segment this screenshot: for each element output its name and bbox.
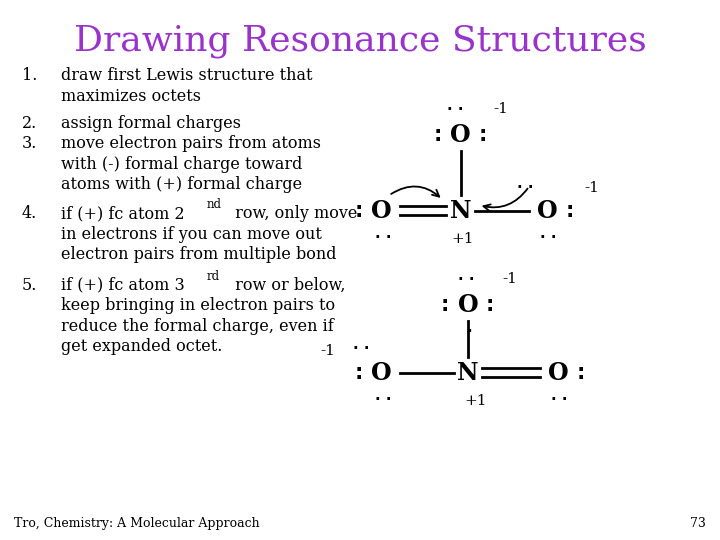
Text: if (+) fc atom 3: if (+) fc atom 3 [61, 277, 185, 294]
Text: · ·: · · [447, 102, 463, 117]
Text: ·: · [467, 323, 472, 339]
Text: with (-) formal charge toward: with (-) formal charge toward [61, 156, 302, 173]
Text: · ·: · · [354, 341, 369, 356]
Text: :: : [354, 200, 363, 221]
Text: -1: -1 [320, 344, 335, 358]
Text: electron pairs from multiple bond: electron pairs from multiple bond [61, 246, 337, 263]
Text: :: : [577, 362, 585, 383]
Text: assign formal charges: assign formal charges [61, 114, 241, 132]
Text: :: : [441, 295, 449, 315]
Text: Drawing Resonance Structures: Drawing Resonance Structures [73, 24, 647, 58]
Text: -1: -1 [493, 102, 508, 116]
Text: 5.: 5. [22, 277, 37, 294]
Text: 2.: 2. [22, 114, 37, 132]
Text: :: : [478, 125, 487, 145]
FancyArrowPatch shape [483, 188, 528, 211]
Text: draw first Lewis structure that: draw first Lewis structure that [61, 68, 312, 84]
Text: N: N [457, 361, 479, 384]
Text: · ·: · · [518, 180, 534, 195]
Text: get expanded octet.: get expanded octet. [61, 339, 222, 355]
Text: :: : [485, 295, 494, 315]
Text: · ·: · · [459, 272, 474, 287]
Text: :: : [566, 200, 575, 221]
Text: O: O [451, 123, 471, 147]
Text: N: N [450, 199, 472, 222]
Text: rd: rd [207, 270, 220, 283]
Text: move electron pairs from atoms: move electron pairs from atoms [61, 135, 321, 152]
Text: row or below,: row or below, [230, 277, 346, 294]
Text: row, only move: row, only move [230, 205, 358, 222]
Text: 4.: 4. [22, 205, 37, 222]
Text: O: O [372, 361, 392, 384]
Text: reduce the formal charge, even if: reduce the formal charge, even if [61, 318, 334, 335]
Text: · ·: · · [375, 230, 391, 245]
Text: -1: -1 [585, 181, 599, 195]
FancyArrowPatch shape [391, 186, 439, 197]
Text: atoms with (+) formal charge: atoms with (+) formal charge [61, 176, 302, 193]
Text: +1: +1 [464, 394, 487, 408]
Text: O: O [372, 199, 392, 222]
Text: · ·: · · [552, 392, 567, 407]
Text: +1: +1 [451, 232, 474, 246]
Text: O: O [458, 293, 478, 317]
Text: :: : [354, 362, 363, 383]
Text: · ·: · · [541, 230, 557, 245]
Text: 3.: 3. [22, 135, 37, 152]
Text: if (+) fc atom 2: if (+) fc atom 2 [61, 205, 185, 222]
Text: 1.: 1. [22, 68, 37, 84]
Text: -1: -1 [503, 272, 517, 286]
Text: · ·: · · [375, 392, 391, 407]
Text: keep bringing in electron pairs to: keep bringing in electron pairs to [61, 298, 336, 314]
Text: nd: nd [207, 198, 222, 211]
Text: Tro, Chemistry: A Molecular Approach: Tro, Chemistry: A Molecular Approach [14, 517, 260, 530]
Text: maximizes octets: maximizes octets [61, 88, 201, 105]
Text: in electrons if you can move out: in electrons if you can move out [61, 226, 322, 242]
Text: :: : [433, 125, 442, 145]
Text: 73: 73 [690, 517, 706, 530]
Text: O: O [537, 199, 557, 222]
Text: O: O [548, 361, 568, 384]
